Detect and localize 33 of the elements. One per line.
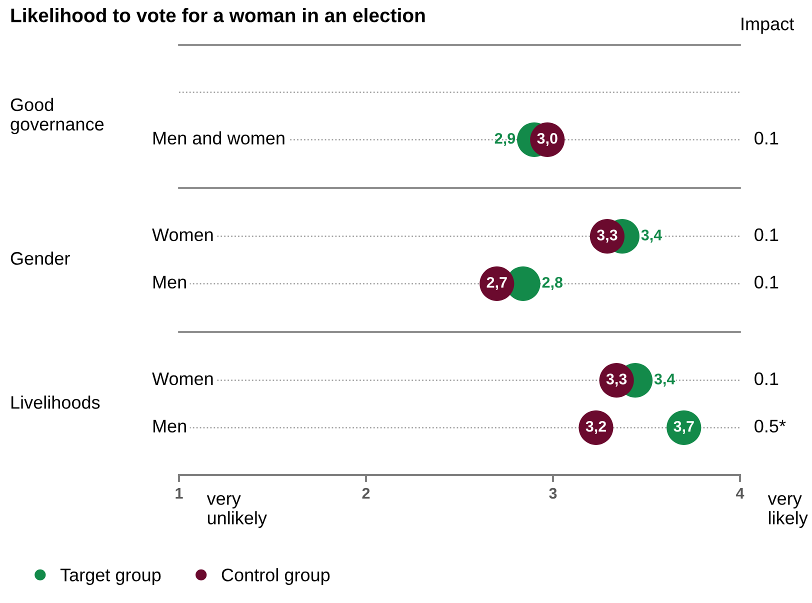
text: Impact: [742, 18, 794, 34]
data-label: 3,7: [674, 420, 694, 434]
y-tick-label: Women: [152, 228, 213, 242]
x-tick-label: 4: [736, 488, 744, 499]
text: 0.1: [754, 132, 778, 145]
text: 0.5*: [754, 420, 786, 433]
legend-label: Target group: [60, 568, 161, 585]
text: Good governance: [10, 98, 104, 134]
text: 0.1: [754, 372, 778, 386]
x-tick-label: 1: [176, 488, 183, 499]
text: very likely: [768, 495, 808, 528]
data-label: 2,9: [494, 132, 516, 146]
data-label: 3,2: [586, 420, 606, 434]
data-label: 3,4: [641, 230, 662, 243]
x-tick-label: 2: [362, 488, 370, 499]
y-tick-label: Men: [153, 420, 186, 433]
legend-label: Control group: [222, 568, 330, 585]
data-label: 3,0: [537, 132, 558, 146]
data-label: 3,4: [654, 374, 676, 387]
chart-title: Likelihood to vote for a woman in an election: [11, 8, 425, 22]
text: Livelihoods: [11, 396, 100, 409]
text: 0.1: [754, 228, 778, 242]
text: 0.1: [754, 276, 778, 289]
text: very unlikely: [206, 495, 267, 528]
y-tick-label: Men and women: [153, 131, 284, 145]
data-label: 3,3: [606, 374, 627, 387]
x-tick-label: 3: [549, 488, 557, 499]
data-label: 3,3: [596, 230, 618, 243]
data-label: 2,8: [542, 276, 563, 290]
y-tick-label: Men: [153, 276, 186, 289]
text: Gender: [10, 252, 70, 265]
y-tick-label: Women: [152, 372, 213, 386]
data-label: 2,7: [486, 276, 507, 290]
